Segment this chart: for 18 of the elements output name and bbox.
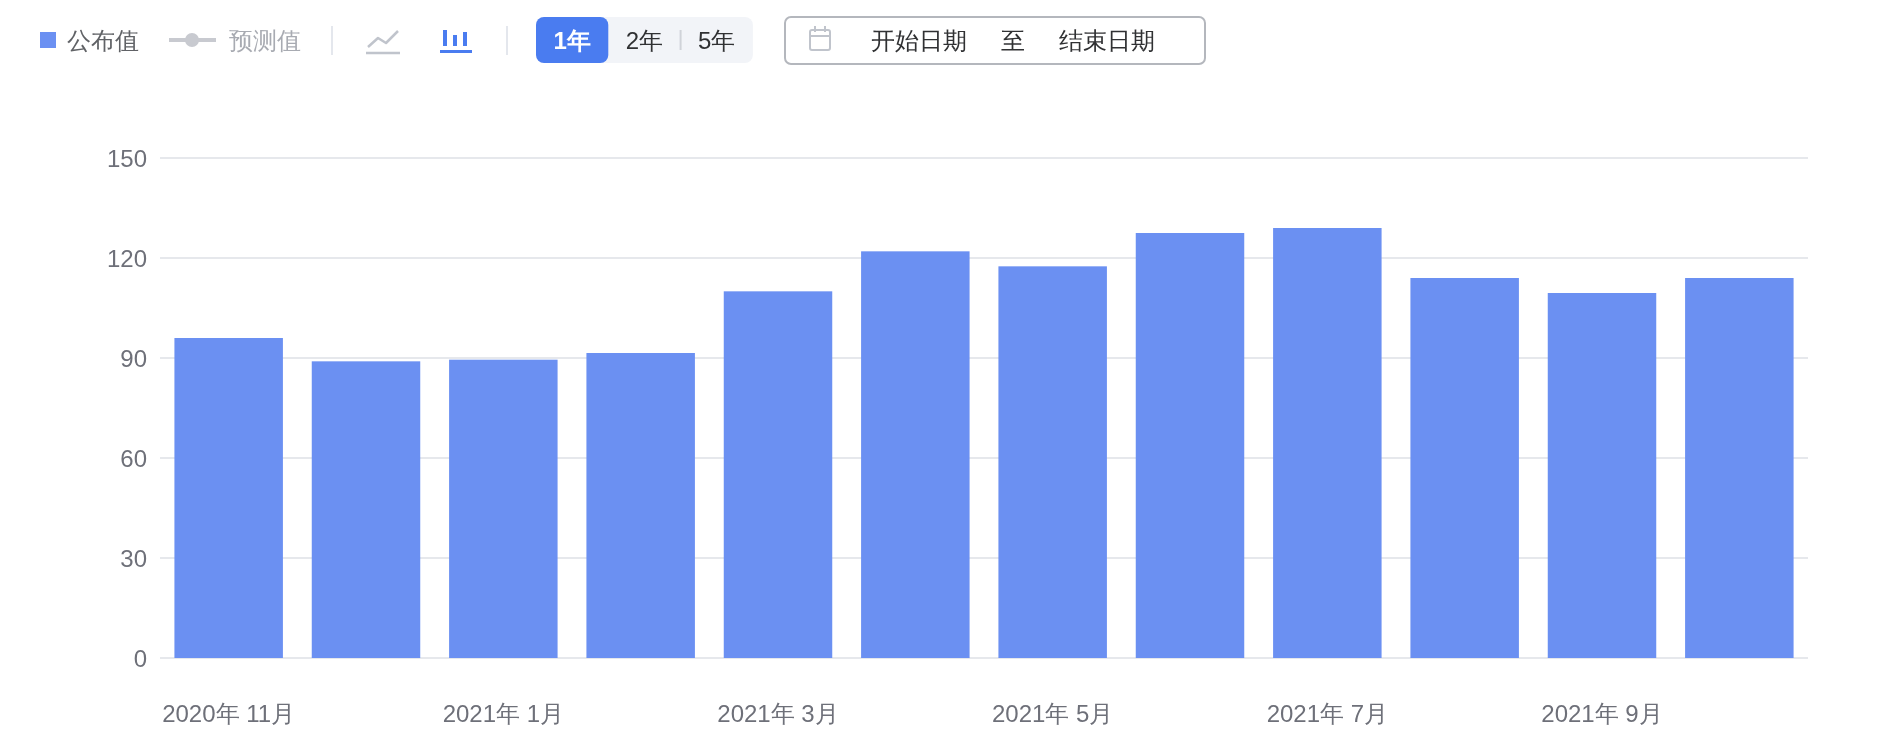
range-buttons: 1年 2年 5年 [536,17,753,63]
legend-item: 公布值 [40,26,139,54]
x-tick-label: 2021年 1月 [442,699,565,727]
y-tick-label: 0 [133,644,147,672]
y-tick-label: 150 [106,144,147,172]
x-tick-label: 2021年 3月 [717,699,839,727]
y-tick-label: 90 [120,344,147,372]
legend-label: 公布值 [67,26,139,54]
y-tick-label: 60 [120,444,147,472]
x-tick-label: 2021年 5月 [991,699,1114,727]
x-tick-label: 2020年 11月 [162,699,296,727]
y-tick-label: 30 [120,544,147,572]
y-tick-label: 120 [106,244,147,272]
legend-item: 预测值 [169,26,301,54]
legend-label: 预测值 [229,26,301,54]
date-range: 开始日期 至 结束日期 [784,16,1206,65]
x-tick-label: 2021年 7月 [1266,699,1389,727]
x-tick-label: 2021年 9月 [1541,699,1663,727]
